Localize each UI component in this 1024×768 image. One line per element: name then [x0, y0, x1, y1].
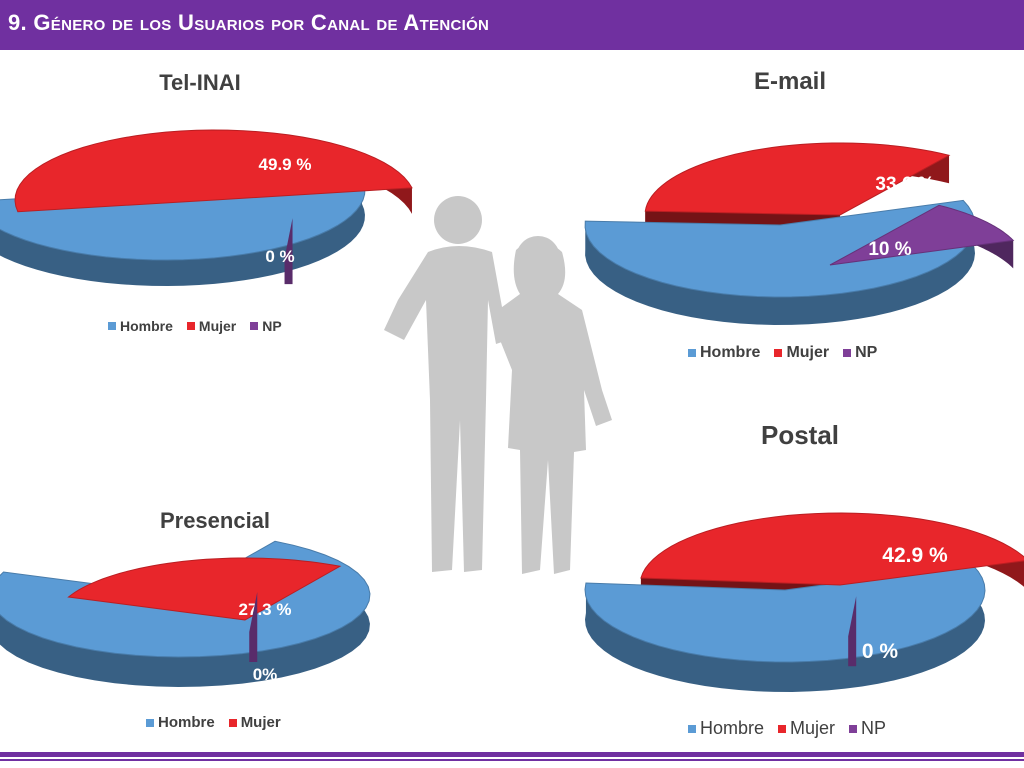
- legend-item-hombre: Hombre: [146, 714, 215, 731]
- pie-slice-side: [585, 565, 985, 692]
- legend-label: Mujer: [240, 714, 281, 731]
- couple-silhouette-icon: [384, 196, 612, 574]
- data-label: 0 %: [265, 247, 294, 266]
- legend-swatch-np: [849, 724, 858, 733]
- legend-swatch-mujer: [228, 718, 237, 727]
- legend: Hombre Mujer NP: [688, 718, 886, 739]
- page-title: 9. Género de los Usuarios por Canal de A…: [8, 10, 490, 35]
- legend-item-hombre: Hombre: [108, 318, 173, 334]
- pie-slice-zero: [284, 218, 293, 285]
- chart-title: Postal: [760, 420, 840, 450]
- pie-slice-zero: [249, 591, 258, 662]
- data-label: 42.9 %: [882, 544, 948, 567]
- data-label: 49.9 %: [259, 155, 312, 174]
- pie-slice-mujer: [640, 512, 1024, 586]
- legend-swatch-mujer: [774, 349, 783, 357]
- legend-item-hombre: Hombre: [688, 344, 760, 362]
- chart-title: Tel-INAI: [159, 70, 241, 95]
- legend-swatch-mujer: [778, 724, 787, 733]
- legend-swatch-hombre: [108, 322, 116, 330]
- legend-label: Mujer: [786, 344, 830, 361]
- pie-slice-np: [829, 204, 1015, 266]
- pie-slice-hombre: [584, 564, 986, 663]
- legend: Hombre Mujer NP: [688, 344, 877, 362]
- data-label: 0%: [253, 665, 278, 684]
- legend-item-mujer: Mujer: [186, 318, 237, 334]
- legend-swatch-hombre: [688, 349, 696, 357]
- chart-title: E-mail: [753, 68, 827, 95]
- pie-slice-side: [585, 200, 975, 325]
- legend-swatch-hombre: [146, 718, 154, 727]
- legend-item-mujer: Mujer: [774, 344, 829, 362]
- data-label: 27.3 %: [239, 600, 292, 619]
- data-label: 10 %: [868, 239, 911, 260]
- legend-swatch-np: [843, 349, 852, 357]
- legend-swatch-np: [250, 322, 259, 330]
- legend-item-np: NP: [849, 718, 886, 739]
- legend-swatch-mujer: [186, 322, 195, 330]
- legend-swatch-hombre: [688, 724, 696, 733]
- legend-label: Mujer: [198, 318, 237, 334]
- header-bar: 9. Género de los Usuarios por Canal de A…: [0, 0, 1024, 50]
- legend-label: Mujer: [790, 718, 836, 738]
- pie-slice-mujer: [644, 142, 951, 216]
- legend-item-hombre: Hombre: [688, 718, 764, 739]
- footer-bar: [0, 752, 1024, 757]
- pie-slice-zero: [848, 596, 857, 667]
- pie-slice-mujer: [67, 557, 342, 621]
- legend: Hombre Mujer NP: [108, 318, 282, 334]
- footer-line: [0, 759, 1024, 761]
- pie-slice-side: [0, 541, 370, 687]
- legend: Hombre Mujer: [146, 714, 281, 731]
- legend-label: Hombre: [120, 318, 173, 334]
- legend-label: NP: [855, 344, 878, 361]
- pie-slice-mujer: [14, 129, 413, 213]
- data-label: 33.6 %: [875, 174, 934, 195]
- legend-label: NP: [262, 318, 282, 334]
- data-label: 0 %: [862, 640, 899, 663]
- pie-slice-side: [0, 177, 365, 286]
- legend-label: Hombre: [700, 718, 765, 738]
- legend-item-mujer: Mujer: [228, 714, 281, 731]
- legend-item-np: NP: [843, 344, 877, 362]
- legend-label: NP: [861, 718, 887, 738]
- legend-label: Hombre: [700, 344, 761, 361]
- legend-item-np: NP: [250, 318, 282, 334]
- legend-item-mujer: Mujer: [778, 718, 835, 739]
- legend-label: Hombre: [158, 714, 215, 731]
- chart-title: Presencial: [159, 508, 271, 533]
